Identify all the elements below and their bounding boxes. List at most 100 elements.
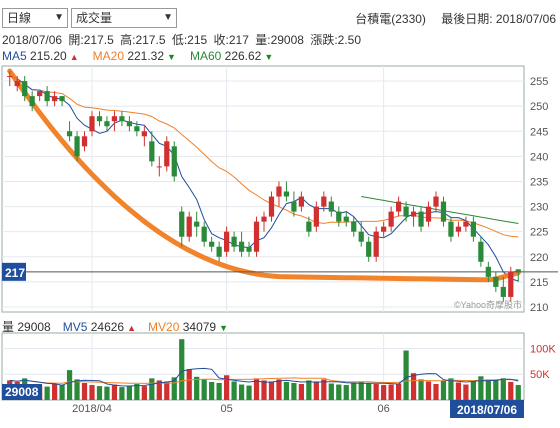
candle-body: [470, 221, 477, 237]
price-tick-label: 250: [530, 101, 548, 113]
volume-bar: [485, 379, 491, 400]
candle-body: [306, 221, 312, 232]
candle-body: [366, 241, 372, 257]
candle-body: [291, 201, 297, 212]
volume-bar: [493, 380, 499, 400]
up-arrow-icon: ▲: [69, 52, 79, 62]
volume-bar: [96, 386, 103, 400]
ma-legend-name: MA60: [189, 49, 225, 63]
candle-body: [403, 206, 409, 217]
ohlc-high: 高:217.5: [120, 33, 166, 47]
volume-tick-label: 50K: [530, 369, 550, 381]
volume-bar: [119, 387, 125, 400]
volume-bar: [223, 375, 230, 400]
watermark: ©Yahoo奇摩股市: [454, 299, 522, 310]
candle-body: [126, 121, 133, 127]
volume-bar: [44, 386, 50, 400]
volume-bar: [455, 382, 462, 400]
candle-body: [343, 216, 349, 222]
ma-legend-item: MA5 215.20 ▲: [2, 49, 79, 63]
volume-bar: [410, 373, 417, 400]
volume-bar: [500, 378, 506, 400]
trend-highlight-curve: [7, 68, 521, 283]
down-arrow-icon: ▼: [264, 52, 274, 62]
ma-legend-name: MA20: [92, 49, 128, 63]
candle-body: [321, 196, 327, 207]
current-volume-badge: [2, 384, 42, 400]
candle-body: [22, 81, 28, 97]
volume-legend-name: 量: [2, 320, 18, 334]
volume-legend-name: MV20: [148, 320, 183, 334]
volume-bar: [508, 381, 514, 400]
candle-body: [493, 276, 499, 287]
volume-bar: [253, 378, 260, 400]
current-date-badge: [450, 400, 524, 418]
candle-body: [37, 91, 43, 97]
candle-body: [283, 191, 290, 197]
volume-bar: [66, 370, 73, 400]
candle-body: [425, 206, 432, 222]
volume-bar: [216, 382, 222, 400]
ma5-line: [9, 75, 519, 282]
candle-body: [336, 211, 342, 222]
volume-bar: [291, 382, 297, 400]
price-tick-label: 245: [530, 126, 548, 138]
ohlc-open: 開:217.5: [68, 33, 114, 47]
chevron-down-icon: ▼: [54, 12, 64, 23]
candle-body: [194, 221, 200, 227]
candle-body: [253, 221, 260, 252]
volume-bar: [246, 385, 252, 400]
ohlc-change: 漲跌:2.50: [310, 33, 362, 47]
period-select[interactable]: 日線 ▼: [2, 8, 68, 28]
candle-body: [238, 241, 245, 252]
volume-bar: [463, 384, 469, 400]
candle-body: [298, 196, 305, 207]
candle-body: [201, 226, 207, 242]
volume-bar: [179, 339, 185, 400]
current-volume-badge-text: 29008: [5, 385, 39, 399]
candle-body: [179, 211, 185, 237]
candle-body: [388, 211, 394, 227]
volume-legend-item: 量 29008: [2, 320, 51, 334]
candle-body: [328, 201, 334, 212]
volume-bar: [440, 380, 447, 400]
volume-bar: [425, 381, 432, 400]
candle-body: [119, 116, 125, 122]
last-date: 最後日期: 2018/07/06: [441, 12, 556, 26]
x-tick-label: 06: [378, 403, 390, 415]
volume-bar: [276, 379, 282, 400]
volume-bar: [156, 380, 162, 400]
candle-body: [231, 236, 237, 247]
volume-bar: [373, 384, 379, 400]
volume-legend-item: MV20 34079 ▼: [148, 320, 228, 334]
volume-bar: [194, 376, 200, 400]
volume-legend: 量 29008 MV5 24626 ▲ MV20 34079 ▼: [2, 318, 240, 335]
candle-body: [223, 231, 230, 252]
current-price-badge-text: 217: [5, 266, 25, 280]
volume-legend-value: 24626: [90, 320, 125, 334]
volume-legend-item: MV5 24626 ▲: [63, 320, 136, 334]
volume-bar: [395, 383, 402, 400]
volume-bar: [59, 385, 65, 400]
volume-legend-value: 34079: [182, 320, 217, 334]
volume-bar: [141, 386, 147, 400]
volume-bar: [231, 381, 237, 400]
volume-bar: [126, 385, 133, 400]
volume-bar: [321, 379, 327, 400]
candle-body: [96, 116, 103, 122]
ma-legend-item: MA60 226.62 ▼: [190, 49, 273, 63]
candle-body: [500, 286, 506, 297]
ma-legend-item: MA20 221.32 ▼: [93, 49, 176, 63]
candle-body: [14, 81, 20, 87]
volume-bar: [381, 385, 387, 400]
volume-bar: [209, 381, 215, 400]
candle-body: [433, 196, 439, 207]
indicator-select[interactable]: 成交量 ▼: [71, 8, 177, 28]
volume-bar: [81, 382, 88, 400]
candle-body: [111, 116, 118, 122]
candle-body: [276, 186, 282, 197]
candle-body: [171, 146, 177, 177]
candle-body: [81, 136, 88, 147]
volume-bar: [515, 385, 521, 400]
